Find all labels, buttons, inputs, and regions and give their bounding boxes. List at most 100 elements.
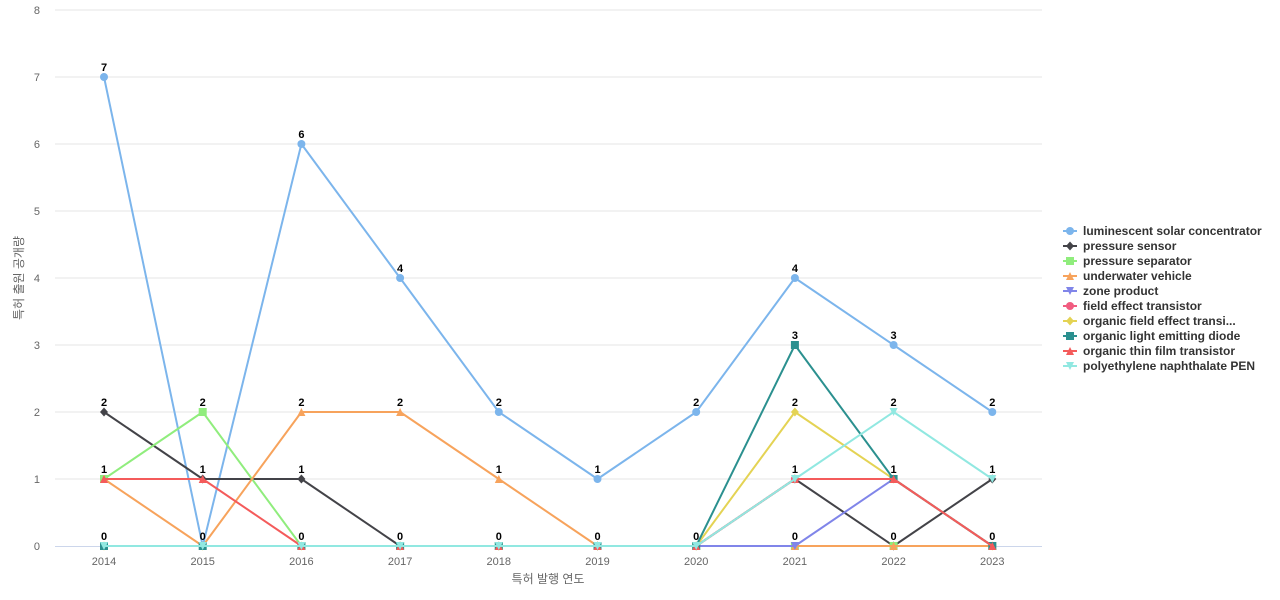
data-point: [889, 408, 898, 416]
y-axis-tick-labels: 0 1 2 3 4 5 6 7 8: [34, 5, 40, 553]
data-label: 0: [693, 531, 699, 543]
data-point: [692, 408, 701, 416]
x-tick-label: 2015: [190, 556, 214, 568]
legend-item[interactable]: organic thin film transistor: [1063, 344, 1235, 358]
legend-item[interactable]: zone product: [1063, 284, 1158, 298]
series-9: [100, 408, 997, 550]
legend-marker: [1066, 257, 1074, 265]
x-tick-label: 2021: [783, 556, 807, 568]
y-tick-label: 5: [34, 206, 40, 218]
data-point: [297, 474, 306, 484]
data-point: [790, 542, 799, 550]
legend-item[interactable]: luminescent solar concentrator: [1063, 224, 1262, 238]
x-tick-label: 2022: [881, 556, 905, 568]
data-point: [988, 542, 997, 550]
y-tick-label: 7: [34, 72, 40, 84]
data-point: [198, 475, 207, 483]
data-point: [494, 408, 503, 416]
data-label: 2: [298, 397, 304, 409]
legend-label: polyethylene naphthalate PEN: [1083, 359, 1255, 373]
legend-marker: [1066, 241, 1074, 251]
data-point: [692, 542, 701, 550]
data-point: [100, 542, 108, 550]
data-label: 0: [891, 531, 897, 543]
data-label: 2: [792, 397, 798, 409]
series-line: [103, 411, 994, 547]
legend-item[interactable]: polyethylene naphthalate PEN: [1063, 359, 1255, 373]
data-label: 6: [298, 129, 304, 141]
data-label: 1: [101, 464, 107, 476]
legend-label: field effect transistor: [1083, 299, 1202, 313]
data-point: [100, 73, 108, 81]
data-label: 2: [693, 397, 699, 409]
data-label: 3: [792, 330, 798, 342]
data-label: 3: [891, 330, 897, 342]
data-label: 1: [594, 464, 600, 476]
y-tick-label: 2: [34, 407, 40, 419]
y-axis-title: 특허 출원 공개량: [12, 236, 26, 320]
legend-marker: [1066, 316, 1074, 326]
legend-label: zone product: [1083, 284, 1158, 298]
x-tick-label: 2019: [585, 556, 609, 568]
data-point: [790, 475, 799, 483]
data-label: 0: [298, 531, 304, 543]
data-label: 2: [200, 397, 206, 409]
legend-label: organic thin film transistor: [1083, 344, 1235, 358]
data-label: 1: [496, 464, 502, 476]
grid-lines: [55, 9, 1042, 480]
legend-label: pressure sensor: [1083, 239, 1177, 253]
legend-marker: [1066, 347, 1074, 355]
y-tick-label: 4: [34, 273, 40, 285]
legend-item[interactable]: underwater vehicle: [1063, 269, 1192, 283]
y-tick-label: 8: [34, 5, 40, 17]
data-point: [790, 407, 799, 417]
data-label: 2: [989, 397, 995, 409]
data-point: [494, 475, 503, 483]
data-point: [396, 408, 405, 416]
legend-item[interactable]: organic light emitting diode: [1063, 329, 1241, 343]
data-label: 1: [298, 464, 304, 476]
y-tick-label: 1: [34, 474, 40, 486]
data-label: 2: [397, 397, 403, 409]
legend-marker: [1066, 302, 1074, 310]
legend-marker: [1066, 362, 1074, 370]
x-tick-label: 2018: [487, 556, 511, 568]
data-label: 1: [891, 464, 897, 476]
data-point: [198, 542, 207, 550]
data-label: 0: [200, 531, 206, 543]
x-axis-title: 특허 발행 연도: [512, 571, 585, 586]
legend-item[interactable]: pressure separator: [1063, 254, 1192, 268]
legend-label: organic field effect transi...: [1083, 314, 1236, 328]
data-label: 2: [891, 397, 897, 409]
legend-item[interactable]: pressure sensor: [1063, 239, 1177, 253]
data-label: 0: [594, 531, 600, 543]
data-label: 7: [101, 62, 107, 74]
legend-marker: [1066, 332, 1074, 340]
data-point: [297, 140, 306, 148]
data-label: 4: [397, 263, 404, 275]
data-label: 1: [989, 464, 995, 476]
series-line: [103, 411, 994, 547]
data-point: [297, 542, 306, 550]
data-point: [100, 475, 108, 483]
data-point: [889, 341, 898, 349]
data-point: [593, 542, 602, 550]
data-point: [396, 542, 405, 550]
data-label: 2: [496, 397, 502, 409]
data-point: [297, 408, 306, 416]
x-tick-label: 2014: [92, 556, 116, 568]
legend-label: organic light emitting diode: [1083, 329, 1241, 343]
data-point: [988, 408, 997, 416]
data-label: 4: [792, 263, 799, 275]
legend-marker: [1066, 227, 1074, 235]
legend-label: luminescent solar concentrator: [1083, 224, 1262, 238]
legend-item[interactable]: organic field effect transi...: [1063, 314, 1236, 328]
data-point: [889, 475, 898, 483]
data-label: 0: [989, 531, 995, 543]
legend-item[interactable]: field effect transistor: [1063, 299, 1202, 313]
data-point: [593, 475, 602, 483]
data-point: [198, 408, 207, 416]
